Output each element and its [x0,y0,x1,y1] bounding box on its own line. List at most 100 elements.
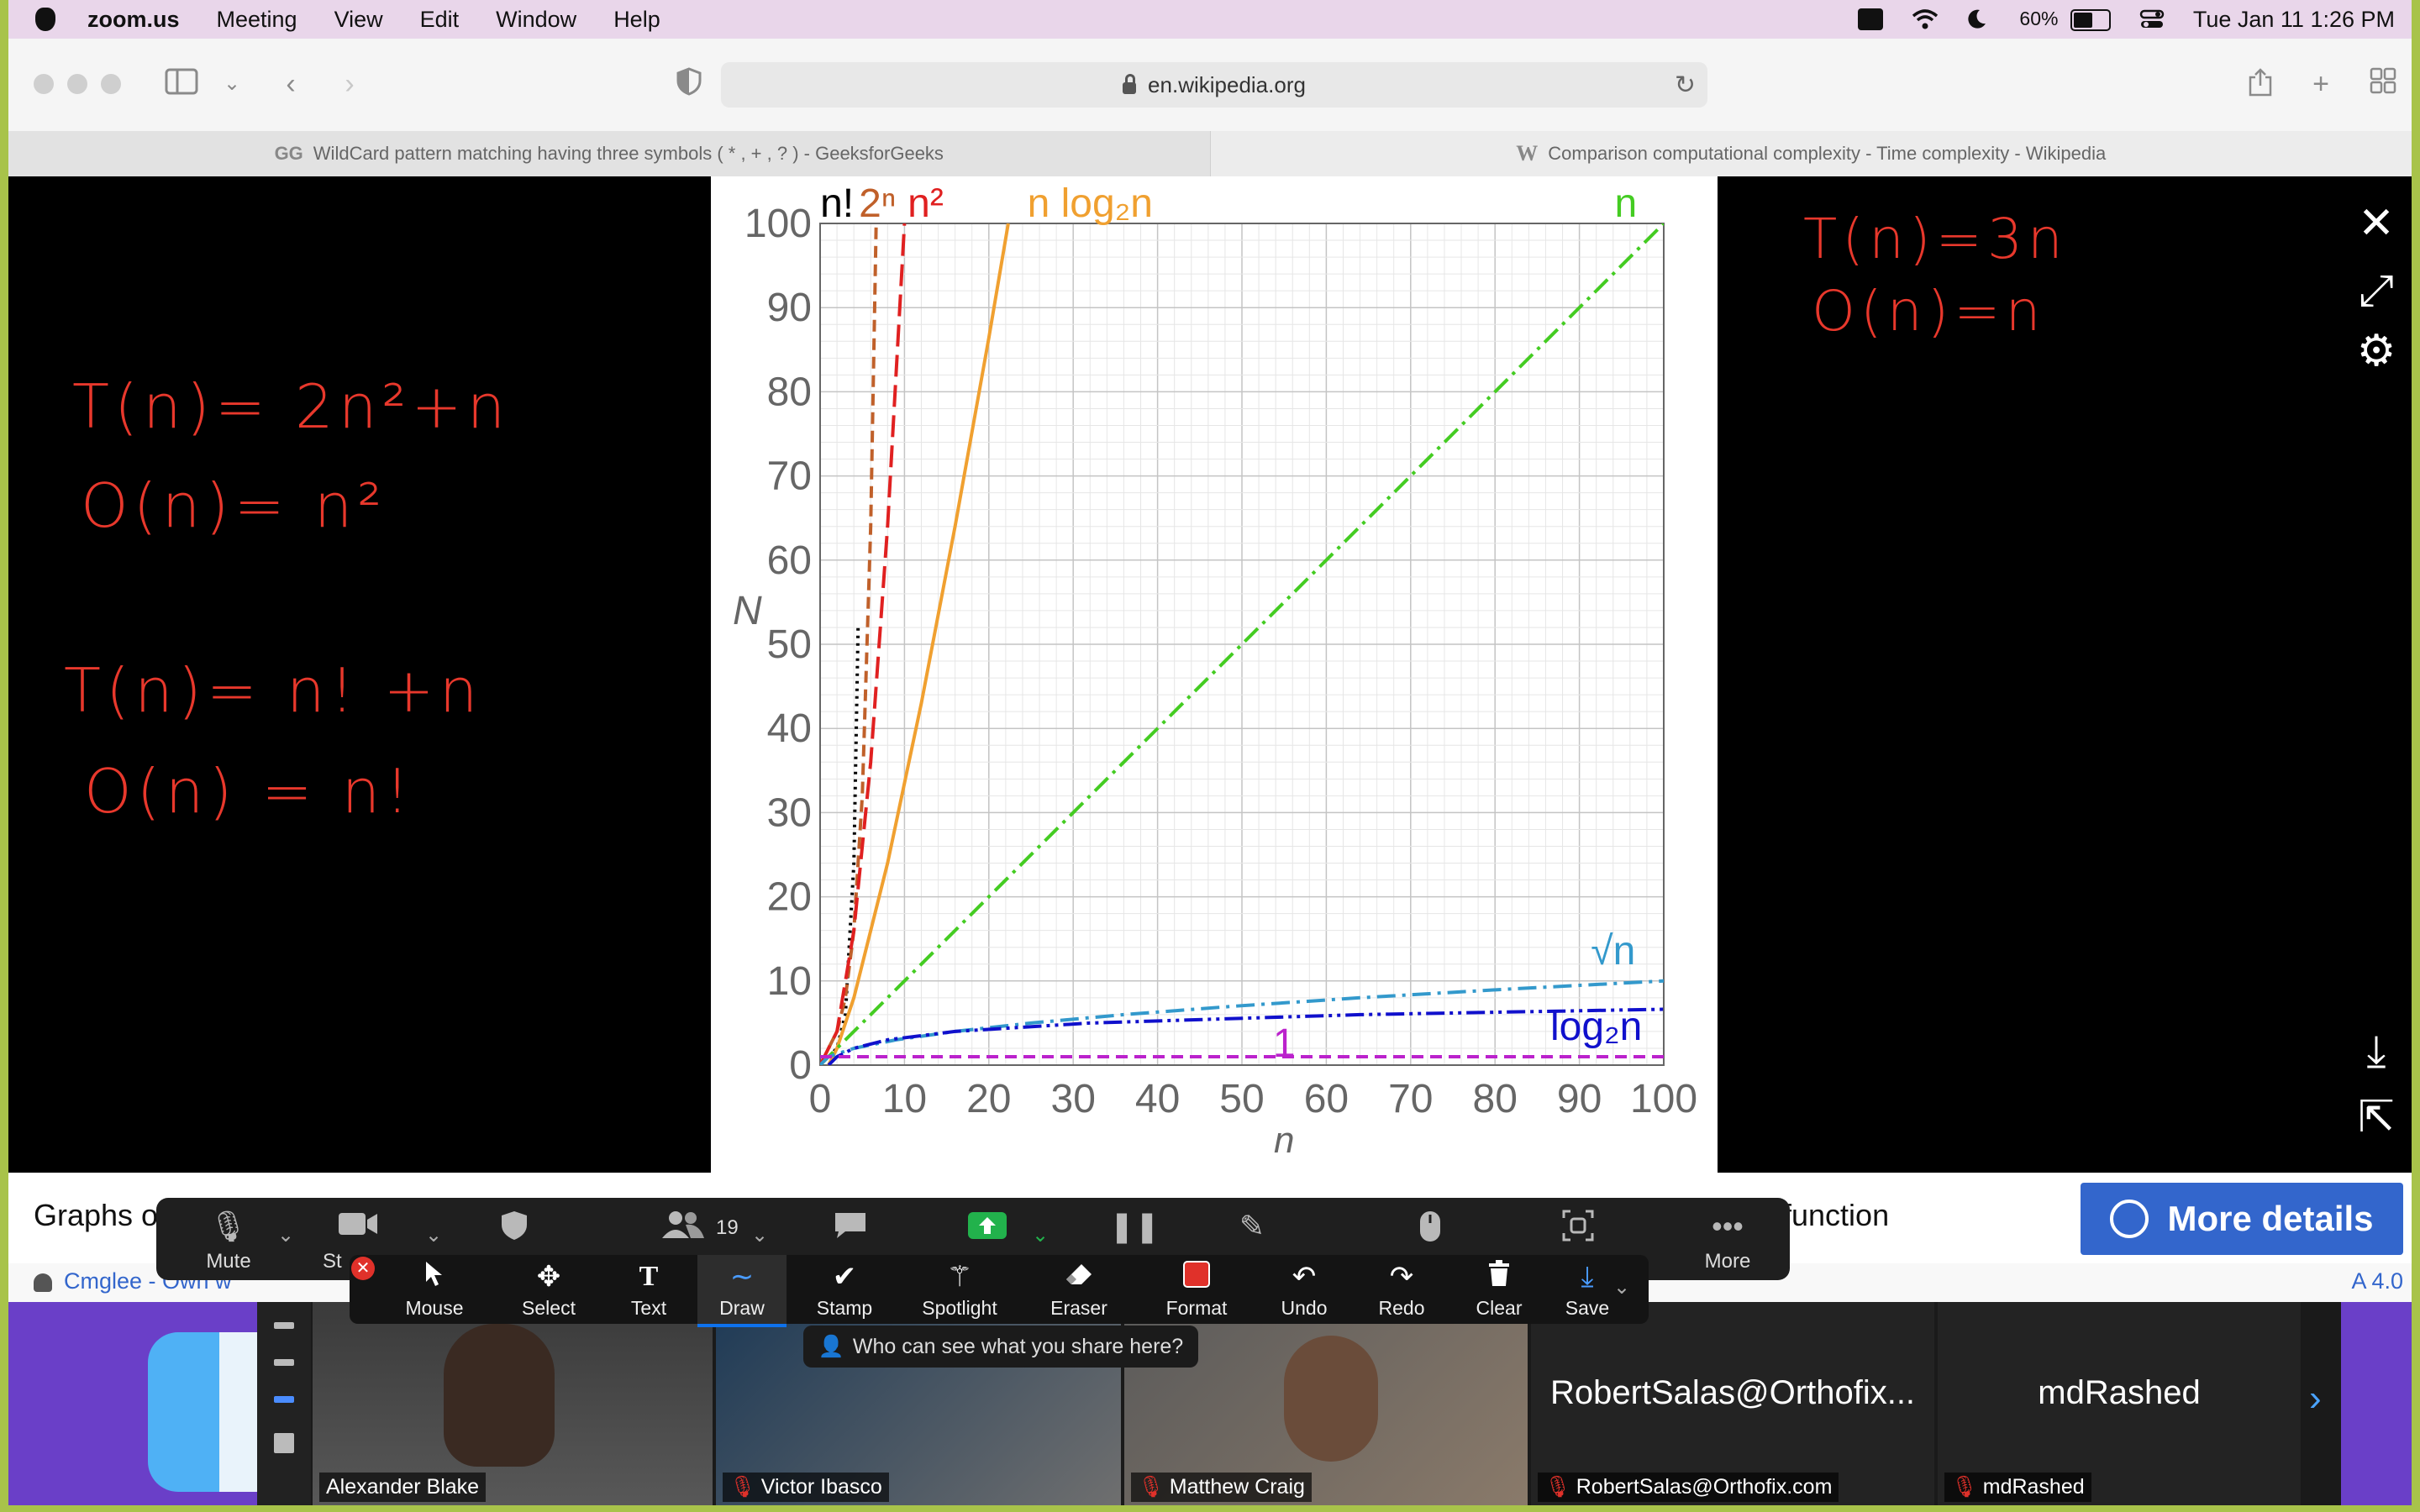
close-annotation-icon[interactable]: ✕ [351,1257,375,1280]
close-window-button[interactable] [34,74,54,94]
more-button[interactable]: ••• More [1694,1198,1761,1280]
more-details-button[interactable]: More details [2081,1183,2403,1255]
person-icon: 👤 [818,1334,844,1358]
share-options-chevron-icon[interactable]: ⌄ [1032,1224,1050,1247]
y-tick-label: 0 [789,1043,812,1088]
menu-app[interactable]: zoom.us [87,6,180,32]
menu-window[interactable]: Window [496,6,577,32]
tool-format[interactable]: Format [1146,1255,1247,1324]
tool-redo[interactable]: ↷ Redo [1360,1255,1444,1324]
annotate-button[interactable]: ✎ [1227,1198,1277,1280]
wifi-icon[interactable] [1912,8,1939,30]
new-tab-icon[interactable]: + [2312,68,2329,100]
video-options-chevron-icon[interactable]: ⌄ [425,1224,443,1247]
close-icon[interactable]: ✕ [2358,199,2395,248]
y-tick-label: 90 [767,286,812,330]
back-icon[interactable]: ‹ [286,68,296,100]
share-visibility-tip[interactable]: 👤 Who can see what you share here? [803,1326,1198,1368]
tool-spotlight[interactable]: ⚚ Spotlight [909,1255,1010,1324]
participants-chevron-icon[interactable]: ⌄ [751,1224,769,1247]
license-link[interactable]: A 4.0 [2351,1268,2403,1294]
complexity-chart: 0 10 20 30 40 50 60 70 80 90 100 0 10 20 30 40 50 60 70 80 9… [733,181,1697,1161]
participants-button[interactable]: 19 [660,1198,770,1280]
participant-tile-1[interactable]: Alexander Blake [313,1302,713,1505]
tool-text[interactable]: T Text [607,1255,691,1324]
battery-status[interactable]: 60% [2019,8,2111,31]
tab-overview-icon[interactable] [2366,67,2400,101]
apple-icon[interactable] [35,8,55,31]
menu-meeting[interactable]: Meeting [216,6,297,32]
drive-icon[interactable] [1858,8,1884,30]
mute-button[interactable]: 🎙 Mute [195,1198,262,1280]
save-options-chevron-icon[interactable]: ⌄ [1613,1276,1631,1299]
series-label: n! [820,181,854,226]
chat-icon [825,1210,876,1243]
chat-button[interactable] [825,1198,876,1280]
video-label: St [323,1250,342,1273]
tool-eraser[interactable]: Eraser [1028,1255,1129,1324]
series-line [827,223,1010,1065]
participant-name: Alexander Blake [319,1473,487,1502]
tool-mouse[interactable]: Mouse [388,1255,481,1324]
tool-draw[interactable]: ∼ Draw [697,1255,786,1327]
video-button[interactable]: St [323,1198,383,1280]
pencil-icon: ✎ [1239,1209,1265,1243]
eraser-icon [1028,1260,1129,1294]
tab-title: WildCard pattern matching having three s… [313,143,944,164]
y-tick-label: 50 [767,622,812,667]
next-page-icon[interactable]: › [2309,1378,2322,1419]
tool-undo[interactable]: ↶ Undo [1262,1255,1346,1324]
avatar [1284,1336,1378,1462]
view-option-2 [274,1359,294,1366]
privacy-shield-icon[interactable] [672,67,706,101]
menu-view[interactable]: View [334,6,383,32]
x-tick-label: 0 [809,1077,832,1121]
menu-help[interactable]: Help [613,6,660,32]
minimize-window-button[interactable] [67,74,87,94]
tool-label: Redo [1378,1297,1425,1319]
tool-label: Text [630,1297,667,1319]
moon-icon[interactable] [1965,8,1991,30]
gear-icon[interactable]: ⚙ [2356,327,2396,375]
tab-geeksforgeeks[interactable]: GG WildCard pattern matching having thre… [8,131,1210,176]
clock[interactable]: Tue Jan 11 1:26 PM [2192,6,2395,32]
security-button[interactable] [489,1198,539,1280]
series-line [827,223,878,1049]
control-center-icon[interactable] [2139,8,2165,30]
download-icon[interactable]: ⤓ [2366,1027,2386,1076]
participant-tile-4[interactable]: RobertSalas@Orthofix... 🎙 RobertSalas@Ort… [1531,1302,1934,1505]
remote-control-button[interactable] [1405,1198,1455,1280]
tool-save[interactable]: ⤓ Save [1543,1255,1632,1324]
sidebar-icon[interactable] [165,67,198,101]
menu-edit[interactable]: Edit [419,6,460,32]
address-bar[interactable]: en.wikipedia.org ↻ [721,62,1707,108]
x-tick-label: 80 [1473,1077,1518,1121]
gallery-view-switcher[interactable] [257,1302,311,1505]
pause-share-button[interactable]: ❚❚ [1109,1198,1160,1280]
audio-options-chevron-icon[interactable]: ⌄ [277,1224,295,1247]
x-axis-label: n [1274,1120,1294,1161]
tool-label: Spotlight [922,1297,997,1319]
zoom-window-button[interactable] [101,74,121,94]
tab-title: Comparison computational complexity - Ti… [1548,143,2107,164]
y-tick-label: 20 [767,875,812,920]
tab-wikipedia[interactable]: W Comparison computational complexity - … [1209,131,2412,176]
tool-select[interactable]: ✥ Select [502,1255,595,1324]
expand-icon[interactable]: ⤢ [2359,266,2394,315]
share-icon[interactable] [2244,67,2277,101]
tool-clear[interactable]: Clear [1457,1255,1541,1324]
tool-label: Eraser [1050,1297,1107,1319]
forward-icon[interactable]: › [345,68,355,100]
new-share-button[interactable] [1553,1198,1603,1280]
figure-caption-end: function [1783,1198,1890,1232]
share-screen-button[interactable] [965,1198,1010,1280]
reload-icon[interactable]: ↻ [1674,71,1696,99]
cursor-arrow-icon [388,1260,481,1294]
shared-screen[interactable]: T(n)= 2n²+n O(n)= n² T(n)= n! +n O(n) = … [8,176,2412,1173]
tool-stamp[interactable]: ✔ Stamp [798,1255,891,1324]
sidebar-chevron-icon[interactable]: ⌄ [223,72,241,95]
tab-bar: GG WildCard pattern matching having thre… [8,131,2412,176]
participant-tile-5[interactable]: mdRashed 🎙 mdRashed [1938,1302,2301,1505]
share-out-icon[interactable]: ⇱ [2358,1093,2395,1142]
tool-label: Mouse [405,1297,464,1319]
